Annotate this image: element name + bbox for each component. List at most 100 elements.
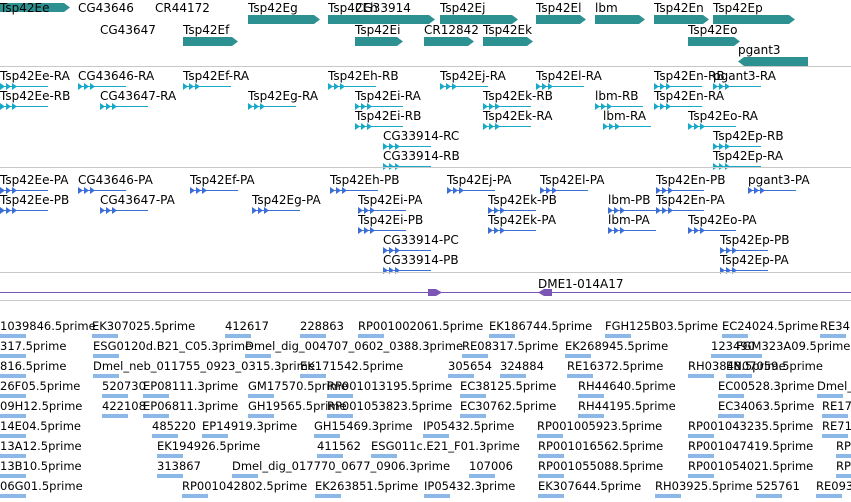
est-label-fgm323a09-5prime[interactable]: FGM323A09.5prime <box>736 339 851 353</box>
est-glyph-ec34063-5prime[interactable] <box>718 414 744 418</box>
est-glyph-rh44640-5prime[interactable] <box>578 394 604 398</box>
gene-glyph-tsp42ek[interactable] <box>483 37 533 46</box>
est-glyph-rp001053823-5prime[interactable] <box>327 414 353 418</box>
est-label-en07059-5prime[interactable]: EN07059.5prime <box>726 359 823 373</box>
gene-label-tsp42el[interactable]: Tsp42El <box>536 1 582 15</box>
est-label-ec34063-5prime[interactable]: EC34063.5prime <box>718 399 815 413</box>
protein-label-cg43647-pa[interactable]: CG43647-PA <box>100 193 175 207</box>
est-label-rp001005923-5prime[interactable]: RP001005923.5prime <box>537 419 663 433</box>
protein-label-cg33914-pb[interactable]: CG33914-PB <box>383 253 459 267</box>
est-glyph-13a12-5prime[interactable] <box>0 454 26 458</box>
est-label-rp001055088-5prime[interactable]: RP001055088.5prime <box>538 459 664 473</box>
transcript-label-tsp42ee-ra[interactable]: Tsp42Ee-RA <box>0 69 70 83</box>
est-glyph-ep08111-3prime[interactable] <box>143 394 169 398</box>
protein-glyph-tsp42eo-pa[interactable] <box>688 227 736 234</box>
est-label-rh03848-5prime[interactable]: RH03848.5prime <box>688 359 786 373</box>
est-label-13a12-5prime[interactable]: 13A12.5prime <box>0 439 82 453</box>
est-glyph-esg011c-e21-f01-3prime[interactable] <box>371 454 397 458</box>
protein-glyph-tsp42ej-pa[interactable] <box>447 187 495 194</box>
transcript-glyph-tsp42ee-ra[interactable] <box>0 83 48 90</box>
est-label-1039846-5prime[interactable]: 1039846.5prime <box>0 319 96 333</box>
gene-label-cg43647[interactable]: CG43647 <box>100 23 156 37</box>
est-label-rh03925-5prime[interactable]: RH03925.5prime <box>655 479 753 493</box>
est-label-dmel-[interactable]: Dmel_ <box>817 379 851 393</box>
protein-glyph-tsp42eh-pb[interactable] <box>330 187 378 194</box>
protein-label-tsp42ee-pa[interactable]: Tsp42Ee-PA <box>0 173 69 187</box>
gene-label-tsp42eo[interactable]: Tsp42Eo <box>688 23 738 37</box>
protein-glyph-tsp42ei-pa[interactable] <box>358 207 406 214</box>
transcript-label-tsp42el-ra[interactable]: Tsp42El-RA <box>536 69 602 83</box>
protein-glyph-tsp42ek-pb[interactable] <box>488 207 536 214</box>
est-label-520730[interactable]: 520730 <box>102 379 146 393</box>
est-glyph-305654[interactable] <box>448 374 474 378</box>
est-label-re16372-5prime[interactable]: RE16372.5prime <box>567 359 664 373</box>
est-label-rp001013195-5prime[interactable]: RP001013195.5prime <box>327 379 453 393</box>
transcript-glyph-tsp42eh-rb[interactable] <box>328 83 376 90</box>
transcript-glyph-tsp42eg-ra[interactable] <box>248 103 296 110</box>
protein-glyph-lbm-pb[interactable] <box>608 207 656 214</box>
gene-label-tsp42eh[interactable]: Tsp42Eh <box>328 1 378 15</box>
protein-label-cg43646-pa[interactable]: CG43646-PA <box>78 173 153 187</box>
protein-glyph-cg33914-pc[interactable] <box>383 247 431 254</box>
est-glyph-1039846-5prime[interactable] <box>0 334 26 338</box>
est-label-rp001002061-5prime[interactable]: RP001002061.5prime <box>358 319 484 333</box>
est-label-rp001043235-5prime[interactable]: RP001043235.5prime <box>688 419 814 433</box>
protein-glyph-tsp42ee-pa[interactable] <box>0 187 48 194</box>
est-label-ek307025-5prime[interactable]: EK307025.5prime <box>92 319 196 333</box>
transcript-label-tsp42ej-ra[interactable]: Tsp42Ej-RA <box>440 69 506 83</box>
est-glyph-09h12-5prime[interactable] <box>0 414 26 418</box>
est-glyph-rp001043235-5prime[interactable] <box>688 434 714 438</box>
est-label-ek194926-5prime[interactable]: EK194926.5prime <box>157 439 261 453</box>
est-label-rp001016562-5prime[interactable]: RP001016562.5prime <box>538 439 664 453</box>
est-label-14e04-5prime[interactable]: 14E04.5prime <box>0 419 82 433</box>
gene-glyph-tsp42ee[interactable] <box>0 3 70 12</box>
transcript-label-cg33914-rc[interactable]: CG33914-RC <box>383 129 460 143</box>
est-glyph-rp001055088-5prime[interactable] <box>538 474 564 478</box>
transcript-label-tsp42ep-ra[interactable]: Tsp42Ep-RA <box>713 149 784 163</box>
est-label-ek171542-5prime[interactable]: EK171542.5prime <box>300 359 404 373</box>
est-glyph-ek194926-5prime[interactable] <box>157 454 183 458</box>
est-glyph-rp001016562-5prime[interactable] <box>538 454 564 458</box>
clone-marker-1[interactable] <box>428 289 442 296</box>
est-glyph-rh03848-5prime[interactable] <box>688 374 714 378</box>
est-label-re34[interactable]: RE34 <box>820 319 850 333</box>
est-label-dmel-dig-004707-0602-0388-3prime[interactable]: Dmel_dig_004707_0602_0388.3prime <box>245 339 464 353</box>
transcript-glyph-tsp42ej-ra[interactable] <box>440 83 488 90</box>
est-label-ec30762-5prime[interactable]: EC30762.5prime <box>460 399 557 413</box>
transcript-glyph-cg33914-rb[interactable] <box>383 163 431 170</box>
est-glyph-re34[interactable] <box>820 334 846 338</box>
protein-glyph-cg43646-pa[interactable] <box>78 187 126 194</box>
gene-label-tsp42ef[interactable]: Tsp42Ef <box>183 23 230 37</box>
est-label-ek268945-5prime[interactable]: EK268945.5prime <box>565 339 669 353</box>
protein-label-tsp42eh-pb[interactable]: Tsp42Eh-PB <box>330 173 400 187</box>
est-label-re17[interactable]: RE17 <box>822 399 851 413</box>
transcript-glyph-cg43646-ra[interactable] <box>78 83 126 90</box>
est-label-411562[interactable]: 411562 <box>317 439 361 453</box>
gene-label-tsp42en[interactable]: Tsp42En <box>654 1 704 15</box>
est-label-ec00528-3prime[interactable]: EC00528.3prime <box>718 379 815 393</box>
est-glyph-gm17570-5prime[interactable] <box>248 394 274 398</box>
gene-label-cr12842[interactable]: CR12842 <box>424 23 479 37</box>
est-glyph-ip05432-5prime[interactable] <box>423 434 449 438</box>
protein-label-tsp42ej-pa[interactable]: Tsp42Ej-PA <box>447 173 512 187</box>
gene-label-cg33914[interactable]: CG33914 <box>355 1 411 15</box>
est-label-fgh125b03-5prime[interactable]: FGH125B03.5prime <box>605 319 719 333</box>
est-glyph-411562[interactable] <box>317 454 343 458</box>
protein-glyph-cg43647-pa[interactable] <box>100 207 148 214</box>
est-label-ec24024-5prime[interactable]: EC24024.5prime <box>722 319 819 333</box>
protein-glyph-tsp42ef-pa[interactable] <box>190 187 238 194</box>
protein-glyph-pgant3-pa[interactable] <box>748 187 796 194</box>
est-label-gh19565-5prime[interactable]: GH19565.5prime <box>248 399 347 413</box>
est-label-412617[interactable]: 412617 <box>225 319 269 333</box>
protein-label-tsp42ep-pb[interactable]: Tsp42Ep-PB <box>720 233 790 247</box>
transcript-glyph-tsp42en-ra[interactable] <box>654 103 702 110</box>
est-label-ep08111-3prime[interactable]: EP08111.3prime <box>143 379 239 393</box>
gene-label-tsp42ep[interactable]: Tsp42Ep <box>713 1 763 15</box>
est-label-422108[interactable]: 422108 <box>102 399 146 413</box>
est-glyph-525761[interactable] <box>756 494 782 498</box>
est-label-ek263851-5prime[interactable]: EK263851.5prime <box>315 479 419 493</box>
protein-label-tsp42ek-pa[interactable]: Tsp42Ek-PA <box>488 213 557 227</box>
est-label-re71[interactable]: RE71 <box>822 419 851 433</box>
est-glyph-en07059-5prime[interactable] <box>726 374 752 378</box>
est-glyph-324884[interactable] <box>500 374 526 378</box>
